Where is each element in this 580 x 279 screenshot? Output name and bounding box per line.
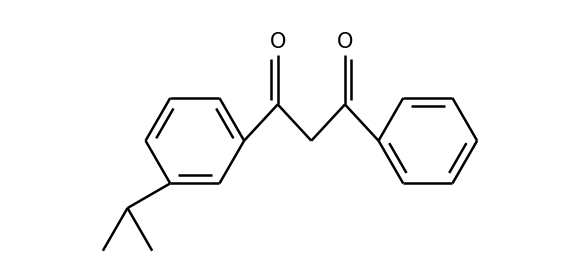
Text: O: O [270,32,286,52]
Text: O: O [337,32,353,52]
